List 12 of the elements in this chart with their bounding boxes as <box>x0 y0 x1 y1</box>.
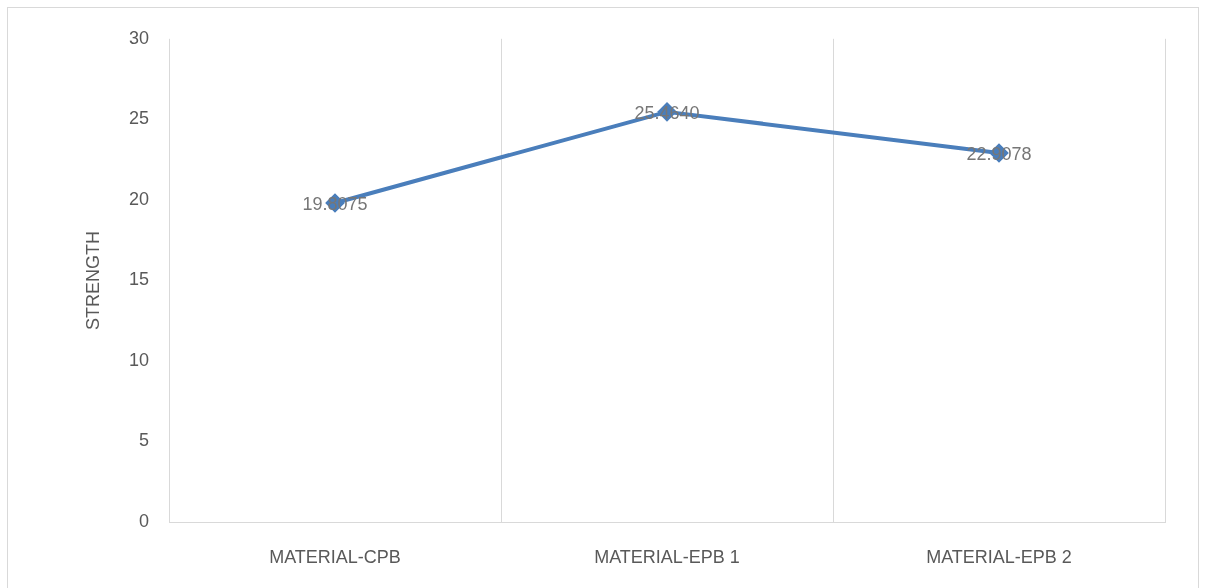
x-tick-label: MATERIAL-EPB 2 <box>926 546 1072 567</box>
data-label: 25.4640 <box>634 102 700 123</box>
y-tick-label: 20 <box>128 188 149 209</box>
y-tick-label: 15 <box>128 269 149 290</box>
y-tick-label: 5 <box>138 430 149 451</box>
y-axis-title: STRENGTH <box>82 230 103 330</box>
y-tick-label: 10 <box>128 349 149 370</box>
x-tick-label: MATERIAL-EPB 1 <box>594 546 740 567</box>
y-tick-label: 30 <box>128 27 149 48</box>
y-tick-label: 25 <box>128 108 149 129</box>
x-tick-label: MATERIAL-CPB <box>269 546 401 567</box>
y-tick-label: 0 <box>138 510 149 531</box>
